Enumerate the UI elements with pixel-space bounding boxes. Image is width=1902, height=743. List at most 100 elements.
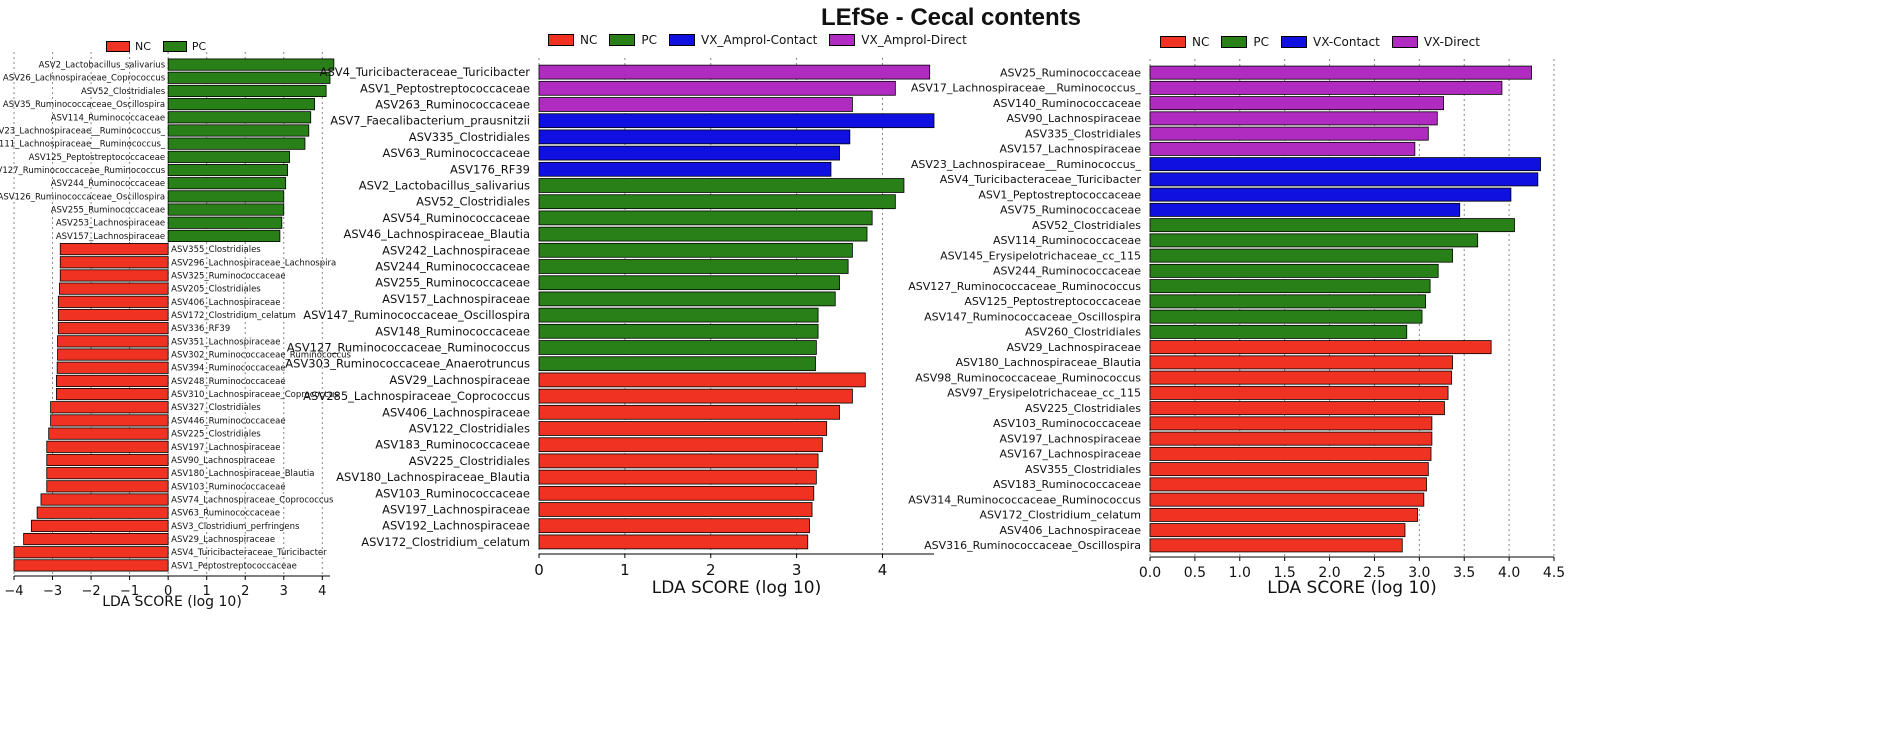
bar bbox=[1149, 233, 1479, 248]
legend-label: NC bbox=[135, 40, 151, 53]
bar bbox=[40, 493, 169, 506]
x-tick-label: −4 bbox=[4, 584, 23, 599]
bar bbox=[538, 113, 935, 129]
bar bbox=[167, 216, 283, 229]
legend-swatch-vx-contact bbox=[668, 34, 695, 46]
x-tick-label: 0.0 bbox=[1139, 565, 1161, 581]
legend-swatch-nc bbox=[1160, 36, 1186, 48]
bar-label: ASV23_Lachnospiraceae__Ruminococcus_ bbox=[911, 158, 1142, 171]
bar bbox=[1149, 279, 1431, 294]
bar bbox=[538, 145, 840, 161]
legend-item: VX-Direct bbox=[1391, 35, 1480, 49]
bar bbox=[1149, 157, 1541, 172]
legend-item: PC bbox=[162, 40, 207, 53]
bar-label: ASV17_Lachnospiraceae__Ruminococcus_ bbox=[911, 82, 1142, 95]
bar-label: ASV197_Lachnospiraceae bbox=[171, 443, 280, 453]
bar-label: ASV29_Lachnospiraceae bbox=[389, 373, 530, 387]
bar bbox=[538, 275, 840, 291]
bar bbox=[46, 467, 169, 480]
bar bbox=[1149, 218, 1515, 233]
bar bbox=[1149, 309, 1423, 324]
bar bbox=[30, 519, 169, 532]
bar-label: ASV406_Lachnospiraceae bbox=[382, 405, 530, 419]
bar bbox=[57, 335, 169, 348]
bar-label: ASV147_Ruminococcaceae_Oscillospira bbox=[303, 308, 530, 322]
legend-swatch-vx-contact bbox=[1280, 36, 1307, 48]
bar-label: ASV225_Clostridiales bbox=[171, 430, 261, 440]
bar bbox=[1149, 126, 1429, 141]
x-tick-label: −1 bbox=[120, 584, 139, 599]
bar-label: ASV1_Peptostreptococcaceae bbox=[360, 81, 530, 95]
bar-label: ASV310_Lachnospiraceae_Coprococcus bbox=[171, 390, 339, 400]
legend-2: NC PC VX_Amprol-Contact VX_Amprol-Direct bbox=[548, 33, 979, 47]
x-tick-label: 2 bbox=[706, 561, 716, 579]
legend-label: VX-Direct bbox=[1423, 35, 1480, 49]
bar bbox=[1149, 523, 1406, 538]
bar-label: ASV172_Clostridium_celatum bbox=[171, 311, 296, 321]
bar-label: ASV335_Clostridiales bbox=[1025, 127, 1141, 140]
bar-label: ASV192_Lachnospiraceae bbox=[382, 519, 530, 533]
bar-label: ASV125_Peptostreptococcaceae bbox=[29, 153, 165, 163]
bar bbox=[46, 440, 169, 453]
bar-label: ASV140_Ruminococcaceae bbox=[993, 97, 1141, 110]
bar-label: ASV336_RF39 bbox=[171, 324, 230, 334]
legend-item: NC bbox=[1160, 35, 1209, 49]
bar-label: ASV111_Lachnospiraceae__Ruminococcus_ bbox=[0, 140, 166, 150]
bar bbox=[1149, 401, 1445, 416]
bar bbox=[13, 546, 169, 559]
bar bbox=[167, 84, 327, 98]
bar-label: ASV302_Ruminococcaceae_Ruminococcus bbox=[171, 351, 351, 361]
bar-label: ASV25_Ruminococcaceae bbox=[1000, 66, 1141, 79]
bar-label: ASV4_Turicibacteraceae_Turicibacter bbox=[940, 173, 1142, 186]
bar bbox=[36, 506, 169, 519]
legend-item: PC bbox=[609, 33, 657, 47]
bar bbox=[59, 243, 169, 256]
x-tick-label: 2.0 bbox=[1318, 565, 1340, 581]
bar bbox=[1149, 80, 1503, 95]
bar-label: ASV255_Ruminococcaceae bbox=[375, 276, 530, 290]
bar bbox=[538, 178, 905, 193]
bar bbox=[59, 269, 169, 282]
bar-label: ASV148_Ruminococcaceae bbox=[375, 324, 530, 338]
bar-label: ASV355_Clostridiales bbox=[171, 245, 261, 255]
bar-label: ASV248_Ruminococcaceae bbox=[171, 377, 285, 387]
bar-label: ASV394_Ruminococcaceae bbox=[171, 364, 285, 374]
bar-label: ASV314_Ruminococcaceae_Ruminococcus bbox=[908, 493, 1141, 506]
bar bbox=[538, 372, 866, 388]
bar-label: ASV316_Ruminococcaceae_Oscillospira bbox=[924, 539, 1141, 552]
bar-label: ASV225_Clostridiales bbox=[1025, 402, 1141, 415]
bar bbox=[167, 203, 285, 216]
bar-label: ASV242_Lachnospiraceae bbox=[382, 243, 530, 257]
bar bbox=[57, 308, 169, 322]
chart-title: LEfSe - Cecal contents bbox=[820, 4, 1082, 31]
bar-label: ASV103_Ruminococcaceae bbox=[993, 417, 1141, 430]
bar bbox=[1149, 65, 1532, 80]
bar bbox=[1149, 96, 1444, 111]
bar-label: ASV29_Lachnospiraceae bbox=[1007, 341, 1142, 354]
bar bbox=[167, 229, 281, 242]
bar bbox=[1149, 507, 1418, 522]
bar-label: ASV127_Ruminococcaceae_Ruminococcus bbox=[287, 341, 530, 355]
x-tick-label: 2 bbox=[241, 584, 249, 599]
bar bbox=[167, 163, 289, 177]
bar bbox=[1149, 538, 1403, 553]
bar bbox=[1149, 492, 1425, 507]
legend-swatch-pc bbox=[1221, 36, 1248, 48]
bar bbox=[538, 453, 819, 469]
bar bbox=[167, 190, 285, 203]
bar bbox=[538, 388, 853, 404]
bar bbox=[538, 80, 896, 96]
bar bbox=[56, 361, 169, 374]
bar-label: ASV52_Clostridiales bbox=[1032, 219, 1141, 232]
x-tick-label: 3 bbox=[280, 584, 288, 599]
bar-label: ASV406_Lachnospiraceae bbox=[171, 298, 280, 308]
x-tick-label: 1.0 bbox=[1229, 565, 1251, 581]
legend-item: NC bbox=[548, 33, 597, 47]
legend-item: VX_Amprol-Contact bbox=[668, 33, 817, 47]
bar-label: ASV98_Ruminococcaceae_Ruminococcus bbox=[915, 371, 1141, 384]
bar bbox=[538, 259, 849, 274]
bar bbox=[167, 177, 287, 190]
bar bbox=[1149, 477, 1427, 492]
bar bbox=[538, 437, 823, 453]
legend-label: PC bbox=[191, 40, 207, 53]
